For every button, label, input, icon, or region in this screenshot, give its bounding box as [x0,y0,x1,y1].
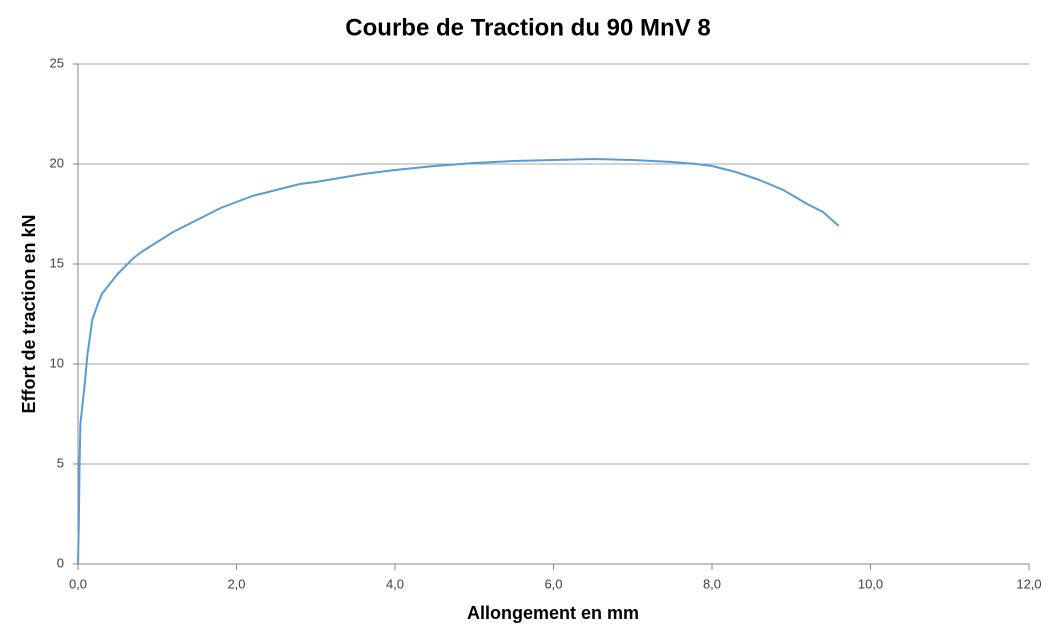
x-tick-label: 12,0 [1016,576,1041,591]
x-tick-label: 10,0 [858,576,883,591]
y-axis-title: Effort de traction en kN [19,214,39,413]
chart-title: Courbe de Traction du 90 MnV 8 [345,14,710,41]
y-tick-label: 25 [50,55,64,70]
y-tick-label: 5 [57,455,64,470]
data-line [77,158,840,565]
x-tick-label: 2,0 [227,576,245,591]
x-tick-label: 0,0 [69,576,87,591]
x-axis-title: Allongement en mm [467,603,639,623]
y-tick-label: 0 [57,555,64,570]
y-tick-label: 20 [50,155,64,170]
x-tick-label: 8,0 [703,576,721,591]
x-tick-label: 4,0 [386,576,404,591]
y-tick-label: 15 [50,255,64,270]
y-tick-label: 10 [50,355,64,370]
x-tick-label: 6,0 [544,576,562,591]
